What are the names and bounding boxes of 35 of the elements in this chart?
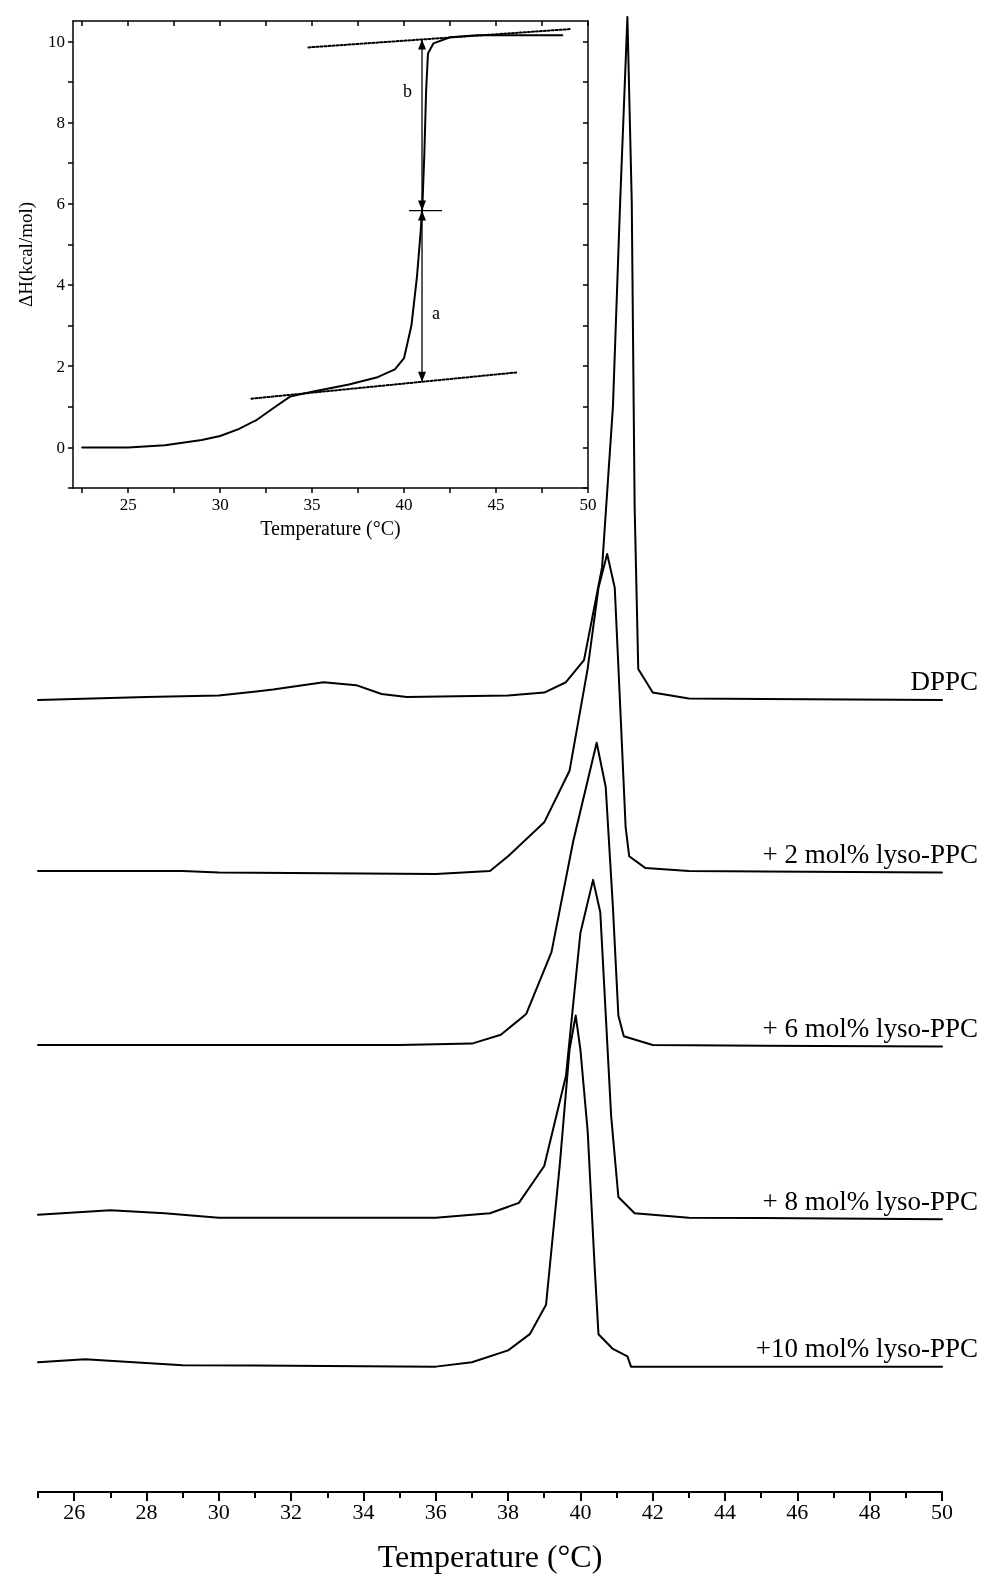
y-tick-label: 10 <box>48 31 65 51</box>
x-tick-label: 42 <box>641 1498 664 1524</box>
x-tick-label: 25 <box>119 495 137 514</box>
x-axis-title: Temperature (°C) <box>377 1538 603 1574</box>
x-tick-label: 40 <box>395 495 413 514</box>
y-tick-label: 6 <box>56 194 65 214</box>
annotation: a <box>432 303 441 324</box>
y-tick-label: 0 <box>56 437 65 457</box>
x-tick-label: 38 <box>497 1498 520 1524</box>
series-label: + 2 mol% lyso-PPC <box>762 839 978 869</box>
series-label: DPPC <box>910 666 978 697</box>
x-tick-label: 30 <box>211 495 229 514</box>
x-tick-label: 36 <box>424 1498 447 1524</box>
x-tick-label: 32 <box>280 1498 303 1524</box>
x-tick-label: 34 <box>352 1498 375 1524</box>
series-label: + 8 mol% lyso-PPC <box>762 1185 978 1216</box>
y-tick-label: 4 <box>56 275 66 295</box>
y-tick-label: 8 <box>56 113 65 133</box>
x-tick-label: 28 <box>135 1498 158 1524</box>
x-tick-label: 50 <box>931 1498 953 1524</box>
x-tick-label: 26 <box>63 1498 86 1524</box>
x-tick-label: 30 <box>207 1498 230 1524</box>
series-label: + 6 mol% lyso-PPC <box>762 1013 978 1044</box>
annotation: b <box>403 80 413 101</box>
x-tick-label: 40 <box>569 1498 592 1524</box>
x-tick-label: 44 <box>714 1498 737 1524</box>
x-tick-label: 45 <box>487 495 505 514</box>
x-tick-label: 35 <box>303 495 321 514</box>
y-axis-title: ΔH(kcal/mol) <box>15 201 37 308</box>
y-tick-label: 2 <box>56 356 65 376</box>
series-label: +10 mol% lyso-PPC <box>755 1333 978 1364</box>
x-axis-title: Temperature (°C) <box>260 517 401 540</box>
x-tick-label: 48 <box>858 1498 881 1524</box>
x-tick-label: 50 <box>579 495 597 514</box>
x-tick-label: 46 <box>786 1498 809 1524</box>
